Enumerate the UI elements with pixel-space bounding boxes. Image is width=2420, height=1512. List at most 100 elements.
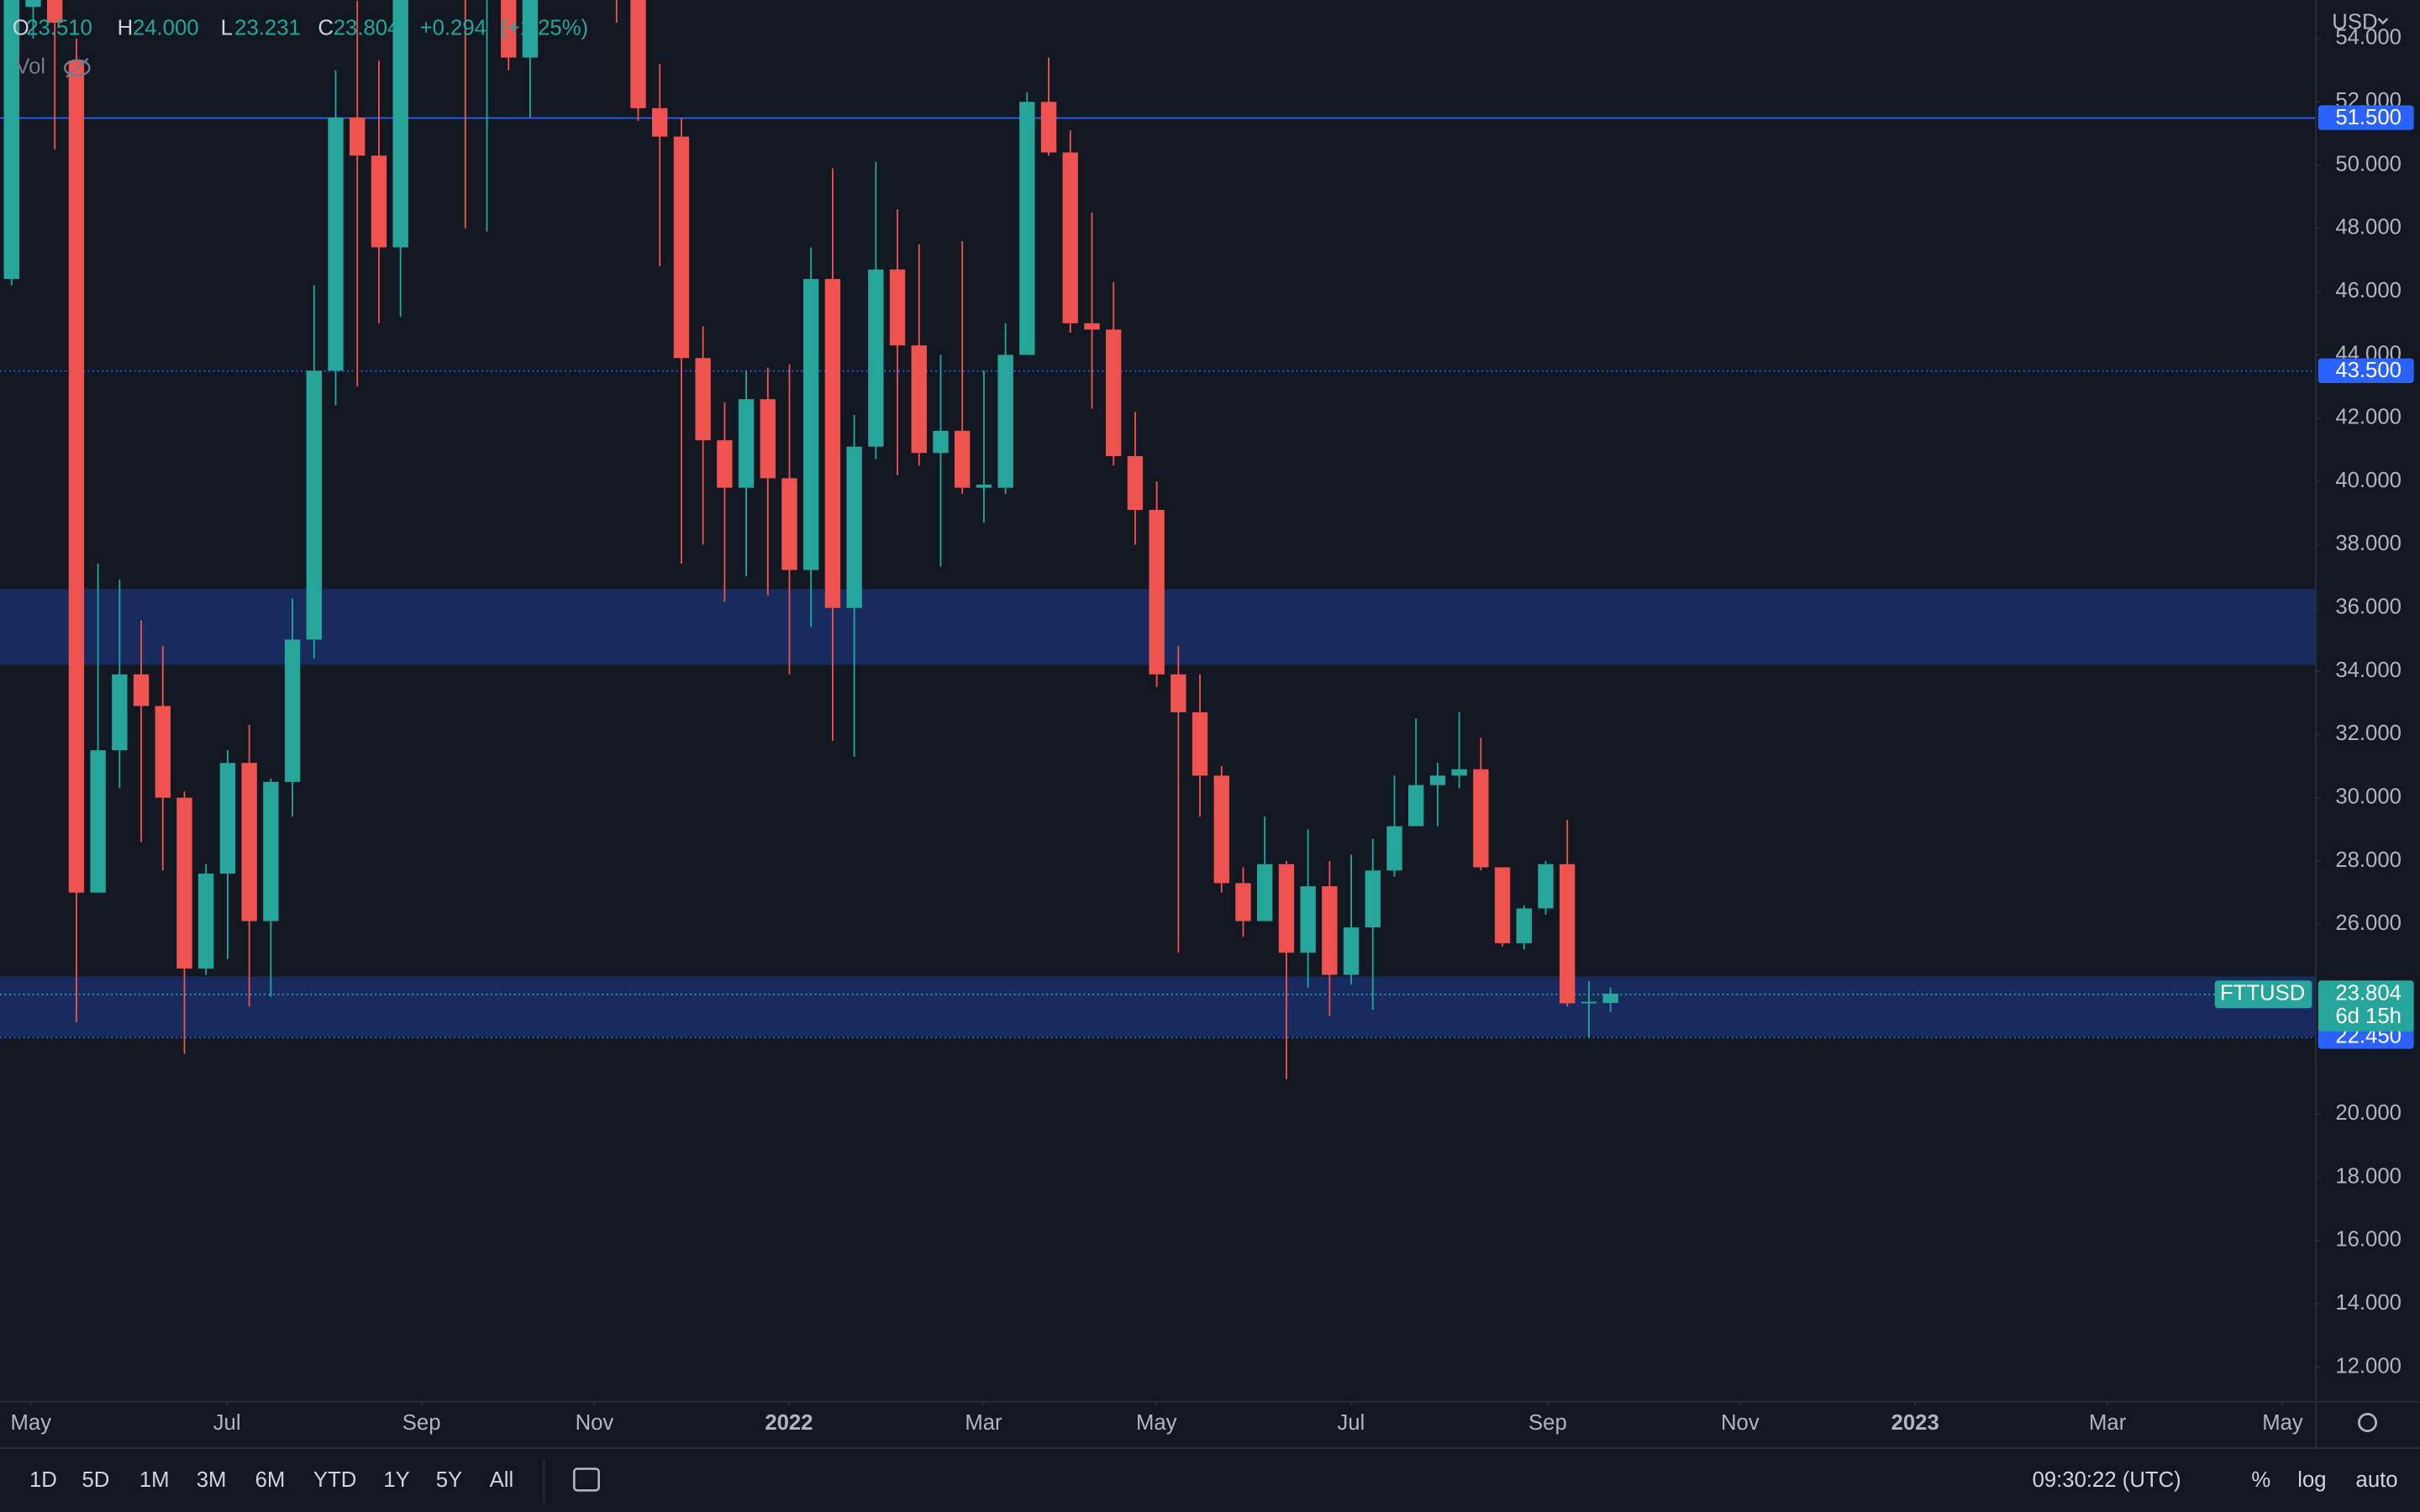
y-tick-label: 18.000 [2335, 1164, 2402, 1188]
candle-body [1408, 785, 1424, 827]
x-tick-label: Mar [2089, 1411, 2127, 1435]
y-tick-label: 28.000 [2335, 848, 2402, 872]
range-button[interactable]: YTD [313, 1468, 356, 1492]
range-button[interactable]: 5D [82, 1468, 109, 1492]
candle-body [1386, 826, 1402, 871]
last-price-label: 23.804 [2335, 982, 2402, 1005]
candle-body [738, 399, 755, 488]
candle-body [68, 60, 85, 893]
ohlc-low-label: L [221, 17, 233, 40]
x-tick-label: May [1136, 1411, 1177, 1435]
candle-body [997, 354, 1013, 488]
price-badge [2317, 358, 2414, 384]
range-button[interactable]: 1D [29, 1468, 57, 1492]
candle-body [955, 430, 971, 488]
x-tick-label: Mar [965, 1411, 1002, 1435]
candle-body [155, 706, 171, 798]
ohlc-close-label: C [318, 17, 334, 40]
ohlc-close: 23.804 [334, 17, 400, 40]
candle-body [673, 136, 690, 359]
candle-body [3, 0, 19, 280]
candle-body [306, 370, 322, 640]
x-tick-label: Jul [1337, 1411, 1365, 1435]
candle-body [1560, 864, 1576, 1004]
axis-option[interactable]: log [2297, 1468, 2326, 1492]
y-tick-label: 30.000 [2335, 785, 2402, 808]
candle-body [1322, 886, 1338, 975]
candle-body [846, 446, 862, 608]
candle-body [1300, 886, 1316, 953]
candle-body [1257, 864, 1273, 921]
candle-body [868, 269, 884, 447]
ohlc-change-pct: (+1.25%) [500, 17, 588, 40]
x-tick-label: 2023 [1891, 1411, 1939, 1435]
settings-icon[interactable] [2358, 1412, 2378, 1432]
candle-body [284, 639, 301, 782]
candle-body [1602, 993, 1618, 1004]
candle-body [501, 0, 517, 58]
plot-area [0, 0, 2316, 1079]
candle-body [350, 118, 366, 156]
candle-body [47, 0, 63, 24]
last-price-badge [2317, 980, 2414, 1032]
candle-body [241, 763, 257, 921]
range-button[interactable]: 1Y [383, 1468, 409, 1492]
countdown-label: 6d 15h [2335, 1005, 2402, 1028]
range-button[interactable]: 5Y [436, 1468, 462, 1492]
candle-body [1171, 674, 1186, 712]
x-tick-label: Sep [1528, 1411, 1567, 1435]
candle-body [976, 484, 992, 488]
x-tick-label: May [11, 1411, 52, 1435]
y-tick-label: 48.000 [2335, 216, 2402, 239]
candle-body [1343, 927, 1360, 975]
y-tick-label: 54.000 [2335, 26, 2402, 50]
candle-body [717, 440, 733, 488]
range-button[interactable]: 6M [255, 1468, 286, 1492]
candle-body [824, 279, 841, 608]
candle-body [1149, 510, 1165, 675]
candle-body [1516, 908, 1532, 943]
y-tick-label: 14.000 [2335, 1291, 2402, 1315]
ohlc-open: 23.510 [26, 17, 92, 40]
candle-body [1235, 883, 1251, 921]
x-tick-label: Jul [213, 1411, 241, 1435]
candle-body [1040, 102, 1057, 153]
range-button[interactable]: 3M [197, 1468, 227, 1492]
clock: 09:30:22 (UTC) [2033, 1468, 2181, 1492]
y-tick-label: 36.000 [2335, 596, 2402, 619]
range-button[interactable]: 1M [139, 1468, 170, 1492]
range-button[interactable]: All [490, 1468, 514, 1492]
candle-body [1106, 329, 1122, 456]
candle-body [219, 763, 236, 874]
candle-body [630, 0, 646, 108]
x-tick-label: Nov [576, 1411, 614, 1435]
ohlc-change: +0.294 [420, 17, 487, 40]
symbol-badge [2214, 980, 2312, 1009]
ui: O23.510 H 24.000 L 23.231 C 23.804 +0.294 (+1.25… [13, 10, 2398, 1503]
candle-body [781, 478, 797, 570]
candle-body [760, 399, 776, 479]
candle-body [1473, 769, 1489, 868]
y-tick-label: 42.000 [2335, 406, 2402, 429]
candle-body [198, 874, 214, 969]
price-badge-label: 43.500 [2335, 359, 2402, 382]
candle-body [652, 108, 668, 137]
axis-option[interactable]: auto [2356, 1468, 2398, 1492]
candle-body [90, 750, 106, 893]
candle-body [889, 269, 906, 346]
currency-label[interactable]: USD [2332, 10, 2377, 34]
x-tick-label: May [2262, 1411, 2303, 1435]
candle-body [933, 430, 949, 454]
y-tick-label: 50.000 [2335, 152, 2402, 176]
candle-body [1278, 864, 1295, 953]
axis-option[interactable]: % [2251, 1468, 2270, 1492]
candle-body [1429, 775, 1446, 785]
y-tick-label: 32.000 [2335, 722, 2402, 745]
volume-label: Vol [15, 55, 45, 79]
candle-body [695, 358, 711, 441]
ohlc-high-label: H [118, 17, 134, 40]
date-range-icon[interactable] [572, 1467, 600, 1492]
hide-icon[interactable] [63, 57, 91, 78]
